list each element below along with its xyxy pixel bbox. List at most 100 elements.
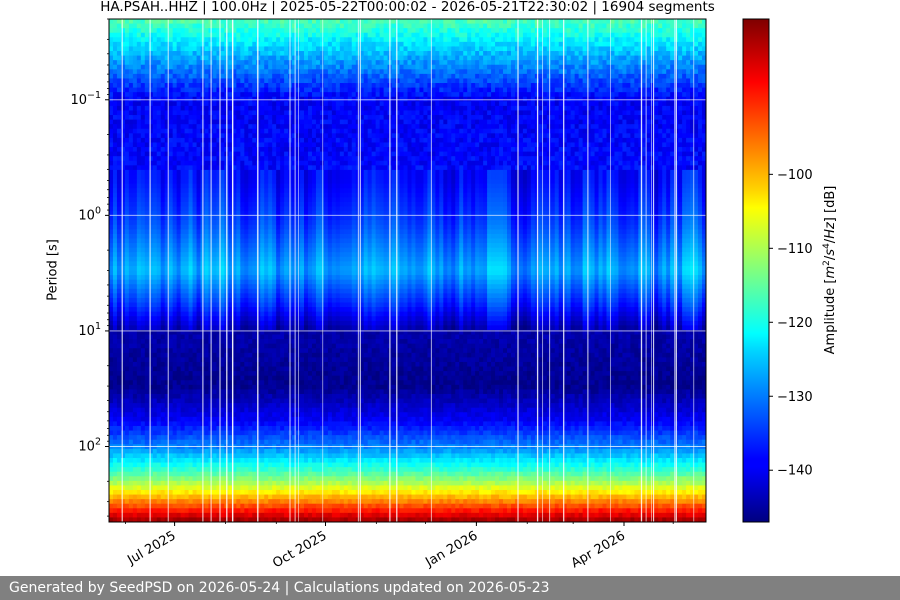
heatmap-cell (164, 462, 170, 468)
heatmap-cell (112, 69, 118, 75)
heatmap-cell (256, 270, 261, 276)
heatmap-cell (172, 37, 178, 43)
heatmap-cell (144, 192, 150, 198)
heatmap-cell (216, 489, 222, 496)
heatmap-cell (252, 270, 257, 276)
heatmap-cell (152, 179, 158, 185)
heatmap-cell (216, 416, 222, 422)
heatmap-cell (176, 307, 182, 313)
heatmap-cell (248, 366, 253, 372)
heatmap-cell (116, 201, 122, 208)
heatmap-cell (236, 23, 241, 29)
heatmap-cell (256, 275, 261, 281)
heatmap-cell (144, 416, 150, 422)
heatmap-cell (260, 435, 265, 441)
heatmap-cell (172, 137, 178, 144)
heatmap-cell (220, 508, 226, 514)
heatmap-cell (204, 403, 210, 409)
heatmap-cell (280, 421, 285, 427)
heatmap-cell (248, 188, 253, 194)
heatmap-cell (112, 160, 118, 166)
heatmap-cell (268, 174, 273, 180)
heatmap-cell (164, 430, 170, 436)
heatmap-cell (116, 28, 122, 34)
heatmap-cell (172, 512, 178, 519)
heatmap-cell (160, 60, 166, 66)
heatmap-cell (260, 339, 265, 345)
heatmap-cell (112, 371, 118, 377)
heatmap-cell (192, 64, 198, 70)
heatmap-cell (236, 503, 241, 509)
heatmap-cell (188, 425, 194, 432)
heatmap-cell (256, 343, 261, 349)
heatmap-cell (192, 339, 198, 345)
heatmap-cell (276, 229, 281, 235)
heatmap-cell (148, 371, 154, 377)
heatmap-cell (148, 380, 154, 386)
heatmap-cell (164, 115, 170, 121)
heatmap-cell (188, 128, 194, 134)
heatmap-cell (109, 147, 114, 153)
heatmap-cell (124, 457, 130, 464)
heatmap-cell (140, 160, 146, 166)
heatmap-cell (112, 380, 118, 386)
heatmap-cell (140, 393, 146, 400)
heatmap-cell (180, 215, 186, 221)
heatmap-cell (264, 320, 269, 326)
heatmap-cell (140, 137, 146, 144)
heatmap-cell (188, 256, 194, 262)
heatmap-cell (272, 101, 277, 107)
heatmap-cell (276, 96, 281, 102)
heatmap-cell (132, 508, 138, 514)
heatmap-cell (180, 83, 186, 89)
heatmap-cell (188, 389, 194, 395)
heatmap-cell (204, 480, 210, 487)
heatmap-cell (116, 256, 122, 262)
heatmap-cell (272, 343, 277, 349)
heatmap-cell (284, 517, 289, 522)
heatmap-cell (272, 64, 277, 70)
heatmap-cell (252, 407, 257, 413)
heatmap-cell (176, 206, 182, 212)
heatmap-cell (232, 425, 237, 432)
heatmap-cell (172, 380, 178, 386)
heatmap-cell (160, 238, 166, 244)
heatmap-cell (204, 183, 210, 189)
heatmap-cell (228, 361, 233, 368)
heatmap-cell (192, 128, 198, 134)
heatmap-cell (284, 425, 289, 432)
heatmap-cell (132, 197, 138, 203)
heatmap-cell (216, 307, 222, 313)
heatmap-cell (212, 252, 218, 258)
heatmap-cell (180, 115, 186, 121)
heatmap-cell (112, 512, 118, 519)
heatmap-cell (236, 348, 241, 354)
heatmap-cell (124, 211, 130, 217)
heatmap-cell (228, 462, 233, 468)
heatmap-cell (152, 192, 158, 198)
heatmap-cell (120, 517, 126, 522)
heatmap-cell (248, 87, 253, 93)
heatmap-cell (240, 73, 245, 80)
heatmap-cell (272, 412, 277, 418)
heatmap-cell (116, 32, 122, 38)
heatmap-cell (264, 275, 269, 281)
heatmap-cell (124, 398, 130, 404)
heatmap-cell (128, 261, 134, 267)
heatmap-cell (264, 197, 269, 203)
heatmap-cell (276, 462, 281, 468)
heatmap-cell (236, 124, 241, 130)
heatmap-cell (248, 334, 253, 340)
heatmap-cell (160, 297, 166, 304)
heatmap-cell (236, 361, 241, 368)
heatmap-cell (144, 229, 150, 235)
heatmap-cell (212, 412, 218, 418)
heatmap-cell (204, 247, 210, 253)
heatmap-cell (112, 307, 118, 313)
heatmap-cell (240, 284, 245, 290)
heatmap-cell (212, 19, 218, 25)
heatmap-cell (236, 485, 241, 491)
heatmap-cell (216, 375, 222, 381)
heatmap-cell (136, 256, 142, 262)
heatmap-cell (260, 51, 265, 57)
